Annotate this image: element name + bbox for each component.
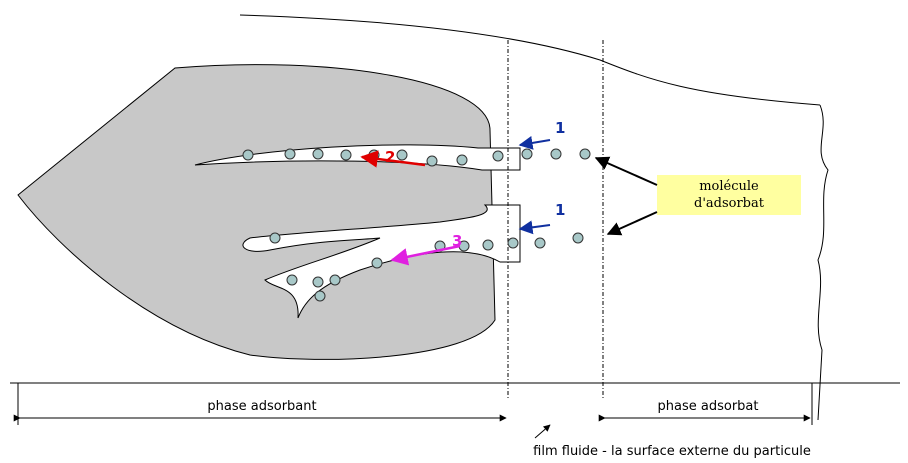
- step-label: 1: [555, 119, 565, 137]
- step-label: 1: [555, 201, 565, 219]
- arrow: [520, 140, 550, 145]
- diagram: 1 2 1 3 molécule d'adsorbat phase adsorb…: [0, 0, 908, 463]
- zone-label: phase adsorbat: [658, 399, 759, 414]
- step-label: 3: [452, 232, 462, 250]
- callout-text: d'adsorbat: [694, 196, 765, 211]
- step-label: 2: [385, 148, 395, 166]
- caption: film fluide - la surface externe du part…: [533, 444, 811, 459]
- callout-text: molécule: [699, 179, 759, 194]
- arrow: [608, 212, 657, 234]
- particle-edge: [818, 105, 828, 420]
- adsorbent-particle: [18, 65, 495, 360]
- arrow: [520, 225, 550, 229]
- arrow: [596, 158, 657, 185]
- zone-label: phase adsorbant: [207, 399, 316, 414]
- arrow: [535, 425, 550, 438]
